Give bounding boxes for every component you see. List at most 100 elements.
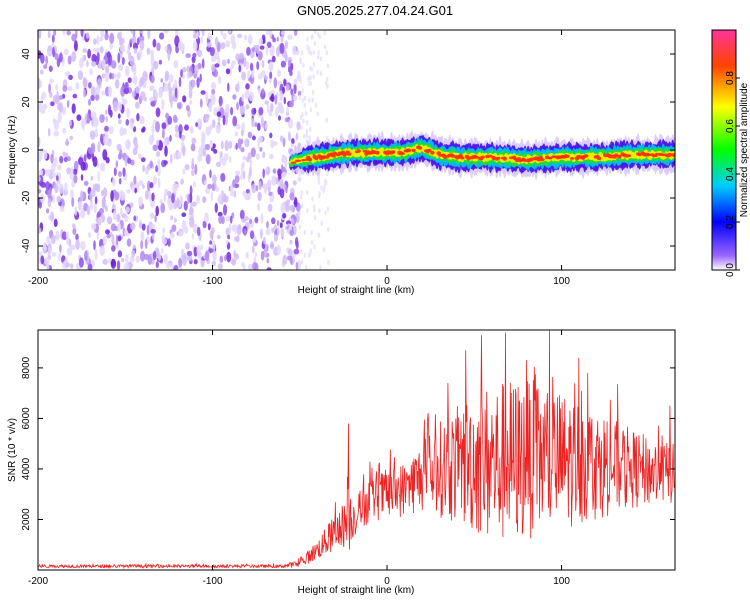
noise-blob bbox=[104, 205, 108, 212]
noise-blob bbox=[297, 259, 301, 270]
noise-blob bbox=[250, 147, 256, 158]
noise-blob bbox=[117, 250, 123, 258]
noise-blob bbox=[149, 96, 154, 102]
noise-blob bbox=[101, 58, 106, 70]
noise-blob bbox=[44, 149, 48, 160]
noise-blob bbox=[185, 53, 191, 59]
noise-blob bbox=[272, 168, 277, 174]
noise-blob bbox=[289, 70, 293, 77]
colorbar-tick-label: 0.2 bbox=[725, 215, 736, 229]
noise-blob bbox=[82, 48, 88, 53]
noise-blob bbox=[204, 212, 209, 223]
noise-blob bbox=[293, 197, 298, 208]
noise-blob bbox=[264, 75, 268, 81]
noise-blob bbox=[241, 93, 245, 102]
noise-blob bbox=[242, 155, 248, 161]
track-blob bbox=[502, 156, 507, 161]
snr-panel: -200 -100 0 100 2000 4000 6000 8000 Height of … bbox=[7, 329, 676, 596]
noise-blob bbox=[220, 30, 224, 36]
noise-blob bbox=[310, 230, 313, 236]
noise-blob bbox=[38, 136, 41, 148]
noise-blob bbox=[216, 234, 221, 240]
noise-blob bbox=[168, 74, 174, 83]
noise-blob bbox=[225, 215, 231, 222]
noise-blob bbox=[181, 66, 187, 73]
noise-blob bbox=[133, 215, 136, 222]
noise-blob bbox=[194, 64, 199, 75]
noise-blob bbox=[191, 233, 195, 240]
noise-blob bbox=[178, 257, 183, 268]
noise-blob bbox=[309, 81, 312, 86]
noise-blob bbox=[222, 193, 227, 202]
noise-blob bbox=[127, 77, 132, 84]
noise-blob bbox=[125, 119, 130, 126]
noise-blob bbox=[162, 237, 168, 245]
track-blob bbox=[540, 158, 545, 162]
noise-blob bbox=[227, 58, 230, 64]
noise-blob bbox=[265, 45, 269, 56]
track-blob bbox=[626, 154, 631, 158]
noise-blob bbox=[126, 238, 132, 247]
noise-blob bbox=[239, 209, 245, 220]
noise-blob bbox=[190, 126, 194, 134]
noise-blob bbox=[262, 37, 266, 43]
noise-blob bbox=[173, 152, 177, 160]
noise-blob bbox=[38, 30, 42, 40]
noise-blob bbox=[259, 147, 263, 152]
noise-blob bbox=[249, 230, 255, 240]
noise-blob bbox=[191, 157, 195, 169]
noise-blob bbox=[245, 83, 250, 90]
noise-blob bbox=[71, 103, 76, 114]
noise-blob bbox=[280, 227, 285, 238]
noise-blob bbox=[102, 258, 108, 265]
noise-blob bbox=[284, 202, 290, 212]
noise-blob bbox=[70, 263, 74, 269]
noise-blob bbox=[292, 45, 297, 56]
noise-blob bbox=[83, 88, 86, 98]
noise-blob bbox=[272, 141, 278, 146]
noise-blob bbox=[309, 107, 313, 113]
noise-blob bbox=[317, 50, 320, 56]
noise-blob bbox=[220, 172, 226, 182]
noise-blob bbox=[111, 245, 116, 252]
noise-blob bbox=[65, 231, 69, 239]
noise-blob bbox=[268, 153, 274, 160]
noise-blob bbox=[243, 34, 248, 41]
noise-blob bbox=[211, 240, 216, 252]
noise-blob bbox=[215, 123, 221, 134]
noise-blob bbox=[326, 63, 330, 69]
noise-blob bbox=[188, 70, 192, 78]
noise-blob bbox=[116, 143, 122, 151]
noise-blob bbox=[312, 49, 315, 55]
noise-blob bbox=[317, 54, 320, 60]
noise-blob bbox=[45, 181, 50, 191]
noise-blob bbox=[326, 206, 330, 212]
noise-blob bbox=[40, 193, 45, 204]
noise-blob bbox=[258, 180, 262, 191]
noise-blob bbox=[244, 89, 250, 100]
noise-blob bbox=[113, 73, 117, 79]
x-tick-label: -100 bbox=[203, 576, 223, 587]
noise-blob bbox=[161, 98, 165, 111]
noise-blob bbox=[298, 95, 302, 100]
colorbar-tick-label: 0.6 bbox=[725, 119, 736, 133]
noise-blob bbox=[205, 125, 212, 136]
noise-blob bbox=[293, 30, 298, 36]
noise-blob bbox=[76, 114, 82, 121]
noise-blob bbox=[95, 93, 100, 101]
noise-blob bbox=[89, 130, 96, 140]
noise-blob bbox=[140, 157, 146, 163]
noise-blob bbox=[220, 140, 224, 150]
noise-blob bbox=[99, 114, 105, 123]
noise-blob bbox=[163, 160, 168, 166]
noise-blob bbox=[279, 222, 283, 229]
noise-blob bbox=[121, 191, 126, 201]
noise-blob bbox=[326, 171, 329, 176]
noise-blob bbox=[133, 47, 138, 54]
noise-blob bbox=[91, 61, 97, 67]
noise-blob bbox=[138, 49, 143, 58]
noise-blob bbox=[222, 204, 228, 216]
noise-blob bbox=[169, 203, 175, 209]
noise-blob bbox=[236, 123, 241, 130]
noise-blob bbox=[75, 239, 80, 251]
